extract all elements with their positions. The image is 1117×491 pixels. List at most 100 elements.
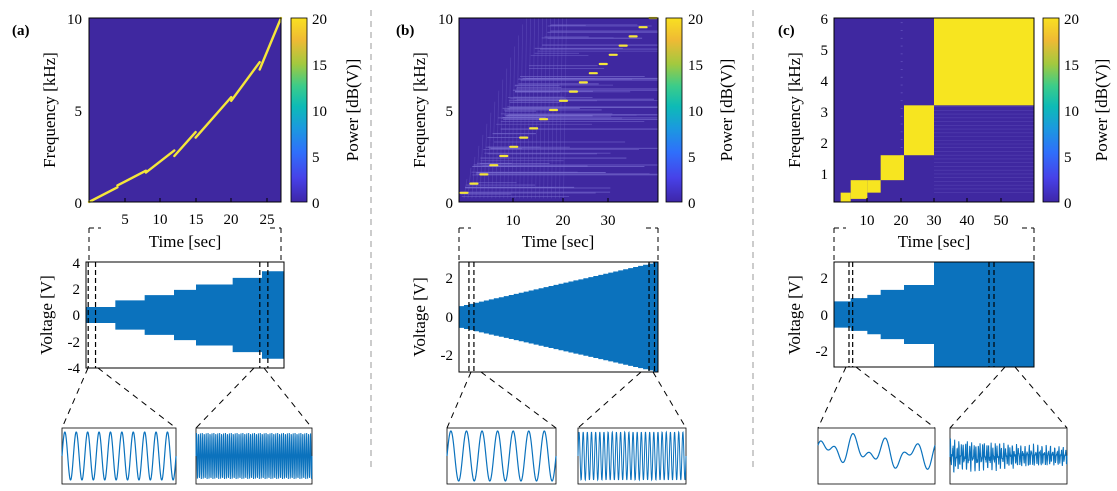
harmonic-streak [511,46,516,199]
zoom-connector [949,366,1006,429]
x-tick-label: 30 [927,213,942,229]
plot-frame [833,261,1035,368]
colorbar-b: 20 15 10 5 0 Power [dB(V)] [665,12,736,212]
panel-c: 6 5 4 3 2 1 Frequency [kHz] 10 20 30 40 … [785,12,1111,485]
panel-a: 10 5 0 Frequency [kHz] 5 10 15 20 25 Tim… [37,12,362,485]
inset-waveform [817,433,936,470]
colorbar-tick-label: 10 [312,104,327,120]
colorbar-tick-label: 20 [688,12,703,28]
zoom-connector [61,367,89,429]
colorbar-c: 20 15 10 5 0 Power [dB(V)] [1042,12,1111,212]
y-tick-label: 6 [821,12,829,28]
x-axis-label: Time [sec] [898,232,971,251]
harmonic-streak [543,17,547,199]
spectrogram-c: 6 5 4 3 2 1 Frequency [kHz] 10 20 30 40 … [785,12,1035,251]
x-axis-label: Time [sec] [149,232,222,251]
colorbar-tick-label: 5 [1064,150,1072,166]
inset-a-end [195,427,313,485]
colorbar-tick-label: 10 [1064,104,1079,120]
band-block [840,192,851,202]
y-tick-label: 10 [438,12,453,28]
colorbar-tick-label: 0 [688,196,696,212]
zoom-connector [446,371,472,429]
plot-frame [88,17,282,203]
y-tick-label: -4 [68,361,81,377]
inset-frame [817,427,936,485]
inset-c-start [817,427,936,485]
y-tick-label: 5 [75,104,83,120]
voltage-envelope [86,271,284,359]
zoom-connector [652,371,687,429]
colorbar-a: 20 15 10 5 0 Power [dB(V)] [290,12,362,212]
harmonic-streak [487,112,492,199]
band-block [934,18,1034,106]
inset-b-end [577,427,687,485]
zoom-connector [1014,366,1068,429]
colorbar-label: Power [dB(V)] [343,59,362,161]
chirp-ridge [230,60,261,103]
x-tick-label: 20 [224,212,239,228]
y-tick-label: 0 [73,308,81,324]
panel-letter-b: (b) [396,23,414,39]
harmonic-streak [563,17,567,199]
y-axis-label: Voltage [V] [37,275,56,354]
x-tick-label: 5 [121,212,129,228]
harmonic-streak [527,17,531,199]
x-tick-label: 10 [860,213,875,229]
colorbar-tick-label: 15 [688,58,703,74]
harmonic-streak [483,123,488,199]
y-tick-label: 2 [821,271,829,287]
x-tick-label: 40 [960,213,975,229]
plot-frame [85,261,285,369]
inset-waveform [195,433,313,479]
harmonic-streak [531,17,535,199]
y-axis-label: Frequency [kHz] [40,52,59,168]
panel-letter-a: (a) [12,23,30,39]
chirp-ridge [194,95,233,139]
x-tick-label: 25 [260,212,275,228]
spectrogram-a: 10 5 0 Frequency [kHz] 5 10 15 20 25 Tim… [40,12,283,251]
inset-waveform [949,438,1068,473]
waveform-a: 4 2 0 -2 -4 Voltage [V] [37,256,285,377]
harmonic-streak [463,178,468,199]
x-axis-label: Time [sec] [522,232,595,251]
chirp-ridge [173,130,197,158]
band-block [880,155,904,181]
band-block [867,180,881,193]
y-axis-label: Frequency [kHz] [410,52,429,168]
harmonic-streak [555,17,559,199]
inset-waveform [61,431,177,481]
y-tick-label: 2 [73,282,81,298]
inset-b-start [446,427,557,485]
chirp-ridge [87,186,119,204]
zoom-connector [855,366,936,429]
y-tick-label: 4 [821,74,829,90]
y-tick-label: 4 [73,256,81,272]
colorbar [1042,17,1060,203]
chirp-ridge [258,16,283,71]
plot-frame [458,261,659,373]
y-tick-label: 2 [446,271,454,287]
harmonic-streak [547,17,551,199]
y-tick-label: 5 [446,104,454,120]
y-tick-label: 0 [75,196,83,212]
panel-b: 10 5 0 Frequency [kHz] 10 20 30 Time [se… [410,12,736,485]
colorbar-tick-label: 0 [312,196,320,212]
y-axis-label: Frequency [kHz] [785,52,804,168]
x-tick-label: 10 [153,212,168,228]
zoom-connector [97,367,177,429]
zoom-connector [480,371,557,429]
harmonic-streak [519,24,524,199]
voltage-envelope [834,262,1034,367]
harmonic-streak [535,17,539,199]
y-tick-label: 2 [821,136,829,152]
x-tick-label: 10 [506,213,521,229]
colorbar [665,17,683,203]
inset-waveform [446,430,557,482]
spectrogram-b: 10 5 0 Frequency [kHz] 10 20 30 Time [se… [410,12,659,251]
x-tick-label: 15 [189,212,204,228]
band-block [850,180,868,199]
x-tick-label: 30 [601,213,616,229]
y-tick-label: -2 [441,348,454,364]
